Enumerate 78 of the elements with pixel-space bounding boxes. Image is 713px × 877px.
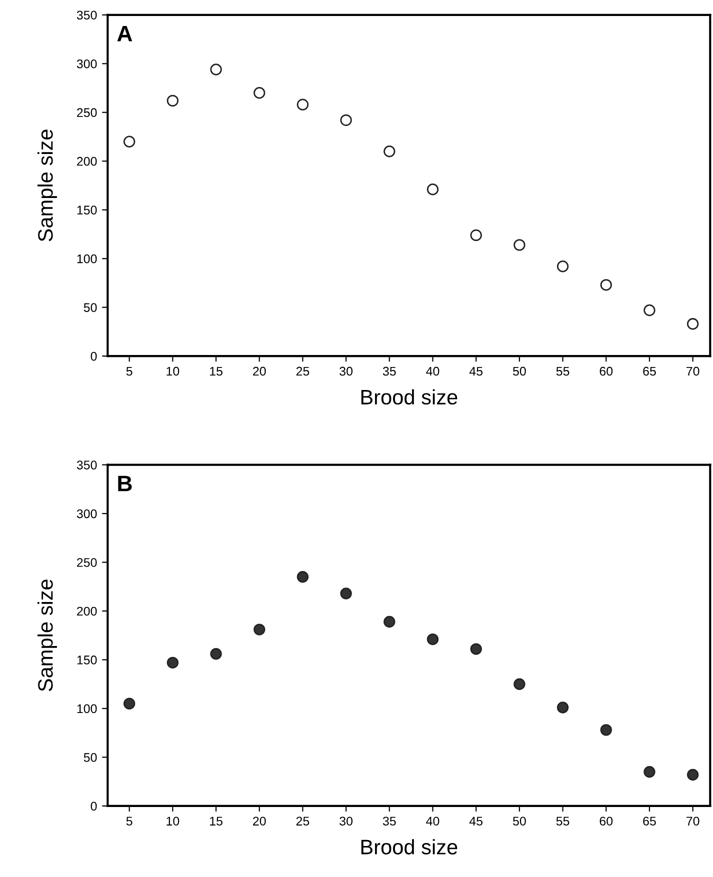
point [600, 279, 612, 291]
x-tick-label: 15 [210, 816, 222, 826]
point [166, 656, 179, 669]
point [556, 702, 569, 714]
x-tick-label: 40 [426, 366, 440, 376]
point [426, 184, 439, 196]
x-tick-label: 60 [600, 366, 613, 376]
x-tick-label: 70 [686, 366, 700, 376]
point [600, 724, 612, 736]
point [254, 87, 266, 99]
point [340, 114, 352, 126]
x-tick-label: 45 [469, 366, 483, 376]
point [514, 678, 526, 690]
x-tick-label: 20 [253, 366, 266, 376]
y-tick-label: 200 [77, 156, 97, 166]
point [644, 766, 656, 778]
x-axis-title: Brood size [361, 389, 458, 405]
point [470, 229, 482, 242]
point [514, 239, 526, 251]
y-tick-label: 100 [77, 254, 97, 264]
point [123, 698, 136, 710]
point [123, 136, 136, 148]
x-tick-label: 45 [469, 816, 483, 826]
y-tick-label: 300 [76, 509, 97, 518]
point [384, 616, 396, 628]
point [426, 633, 439, 646]
y-tick-label: 0 [90, 352, 97, 361]
y-tick-label: 250 [77, 108, 97, 118]
x-tick-label: 30 [340, 366, 353, 376]
x-tick-label: 55 [556, 366, 570, 376]
point [166, 94, 179, 107]
y-tick-label: 150 [77, 206, 97, 215]
y-tick-label: 50 [84, 753, 97, 762]
x-tick-label: 10 [166, 816, 180, 826]
y-tick-label: 150 [77, 656, 97, 664]
point [296, 571, 309, 583]
point [470, 643, 482, 655]
point [254, 624, 266, 636]
point [644, 304, 656, 316]
x-tick-label: 15 [210, 366, 222, 376]
point [686, 318, 699, 330]
x-tick-label: 70 [686, 816, 700, 826]
x-tick-label: 65 [643, 816, 656, 826]
x-tick-label: 55 [556, 816, 570, 826]
x-tick-label: 60 [600, 816, 613, 826]
y-tick-label: 350 [76, 460, 97, 470]
x-tick-label: 25 [296, 816, 310, 826]
annotation: B [118, 476, 132, 492]
x-tick-label: 35 [382, 366, 396, 376]
y-tick-label: 300 [76, 59, 97, 68]
x-tick-label: 35 [382, 816, 396, 826]
point [686, 768, 699, 781]
x-tick-label: 65 [643, 366, 656, 376]
x-tick-label: 5 [126, 816, 132, 826]
y-tick-label: 250 [77, 558, 97, 567]
annotation: A [117, 26, 132, 42]
x-tick-label: 10 [166, 366, 180, 376]
x-tick-label: 30 [340, 816, 353, 826]
x-tick-label: 20 [253, 816, 266, 826]
y-tick-label: 0 [90, 802, 97, 811]
x-tick-label: 50 [512, 816, 526, 826]
y-tick-label: 200 [77, 606, 97, 616]
point [210, 64, 222, 76]
point [384, 146, 396, 158]
y-tick-label: 50 [84, 303, 97, 312]
point [296, 98, 309, 110]
x-tick-label: 40 [426, 816, 440, 826]
point [556, 260, 569, 272]
x-tick-label: 50 [512, 366, 526, 376]
y-tick-label: 100 [77, 704, 97, 714]
y-tick-label: 350 [76, 10, 97, 20]
point [340, 588, 352, 600]
y-axis-title: Sample size [38, 130, 57, 242]
x-tick-label: 25 [296, 366, 310, 376]
x-axis-title: Brood size [361, 839, 458, 854]
y-axis-title: Sample size [38, 580, 57, 692]
x-tick-label: 5 [126, 366, 132, 376]
point [210, 648, 222, 660]
